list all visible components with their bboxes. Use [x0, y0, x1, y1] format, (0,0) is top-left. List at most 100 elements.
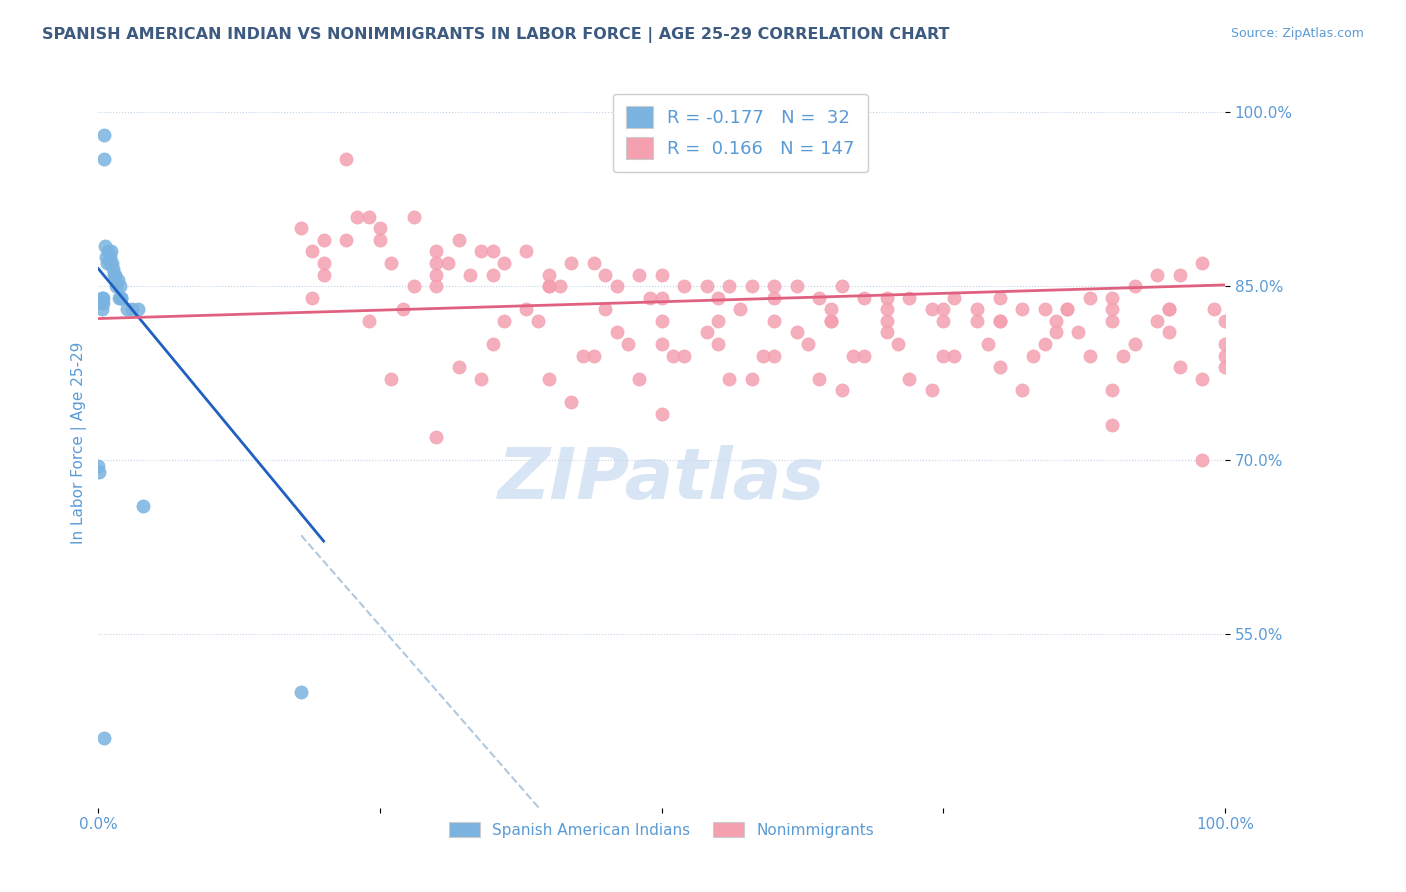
Point: [91, 296, 114, 310]
Point: [91, 291, 114, 305]
Point: [537, 279, 560, 293]
Point: [1202, 302, 1225, 317]
Point: [115, 302, 138, 317]
Point: [93, 152, 115, 166]
Point: [425, 430, 447, 444]
Point: [718, 279, 741, 293]
Point: [1022, 349, 1045, 363]
Point: [842, 349, 865, 363]
Point: [820, 314, 842, 328]
Point: [537, 279, 560, 293]
Point: [640, 291, 662, 305]
Point: [988, 314, 1011, 328]
Point: [103, 268, 125, 282]
Point: [786, 279, 808, 293]
Point: [560, 256, 582, 270]
Point: [515, 244, 537, 259]
Point: [820, 302, 842, 317]
Point: [1011, 302, 1033, 317]
Point: [537, 268, 560, 282]
Point: [876, 314, 898, 328]
Point: [1101, 418, 1123, 433]
Point: [752, 349, 775, 363]
Point: [943, 291, 966, 305]
Point: [673, 279, 696, 293]
Point: [1213, 360, 1236, 375]
Point: [101, 256, 124, 270]
Point: [593, 268, 616, 282]
Point: [492, 256, 515, 270]
Point: [662, 349, 685, 363]
Point: [763, 291, 786, 305]
Point: [290, 685, 312, 699]
Point: [696, 326, 718, 340]
Point: [346, 210, 368, 224]
Point: [1191, 453, 1213, 467]
Point: [94, 238, 117, 252]
Point: [1191, 372, 1213, 386]
Point: [1168, 268, 1191, 282]
Point: [1101, 384, 1123, 398]
Point: [1157, 302, 1180, 317]
Point: [582, 349, 605, 363]
Point: [876, 291, 898, 305]
Text: SPANISH AMERICAN INDIAN VS NONIMMIGRANTS IN LABOR FORCE | AGE 25-29 CORRELATION : SPANISH AMERICAN INDIAN VS NONIMMIGRANTS…: [42, 27, 949, 43]
Point: [887, 337, 910, 351]
Point: [1213, 349, 1236, 363]
Point: [110, 291, 132, 305]
Point: [921, 302, 943, 317]
Point: [1056, 302, 1078, 317]
Point: [763, 279, 786, 293]
Point: [335, 233, 357, 247]
Point: [93, 731, 115, 746]
Point: [1101, 314, 1123, 328]
Point: [696, 279, 718, 293]
Point: [526, 314, 548, 328]
Point: [853, 349, 876, 363]
Point: [132, 500, 155, 514]
Point: [1033, 302, 1056, 317]
Point: [312, 268, 335, 282]
Point: [966, 302, 988, 317]
Point: [98, 256, 121, 270]
Point: [1191, 256, 1213, 270]
Point: [481, 268, 503, 282]
Point: [593, 302, 616, 317]
Point: [797, 337, 820, 351]
Point: [425, 244, 447, 259]
Point: [402, 210, 425, 224]
Point: [1011, 384, 1033, 398]
Point: [977, 337, 1000, 351]
Point: [301, 244, 323, 259]
Point: [1067, 326, 1090, 340]
Point: [606, 326, 628, 340]
Point: [1157, 302, 1180, 317]
Point: [582, 256, 605, 270]
Point: [481, 337, 503, 351]
Point: [831, 279, 853, 293]
Point: [357, 314, 380, 328]
Point: [87, 458, 110, 473]
Point: [290, 221, 312, 235]
Point: [808, 291, 831, 305]
Point: [628, 268, 651, 282]
Text: Source: ZipAtlas.com: Source: ZipAtlas.com: [1230, 27, 1364, 40]
Point: [1123, 279, 1146, 293]
Point: [90, 302, 112, 317]
Point: [673, 349, 696, 363]
Point: [127, 302, 149, 317]
Point: [876, 302, 898, 317]
Point: [651, 314, 673, 328]
Point: [943, 349, 966, 363]
Point: [447, 233, 470, 247]
Point: [101, 261, 124, 276]
Point: [820, 314, 842, 328]
Point: [1101, 302, 1123, 317]
Point: [1157, 326, 1180, 340]
Point: [108, 279, 131, 293]
Point: [93, 128, 115, 143]
Point: [481, 244, 503, 259]
Point: [651, 268, 673, 282]
Point: [988, 314, 1011, 328]
Point: [515, 302, 537, 317]
